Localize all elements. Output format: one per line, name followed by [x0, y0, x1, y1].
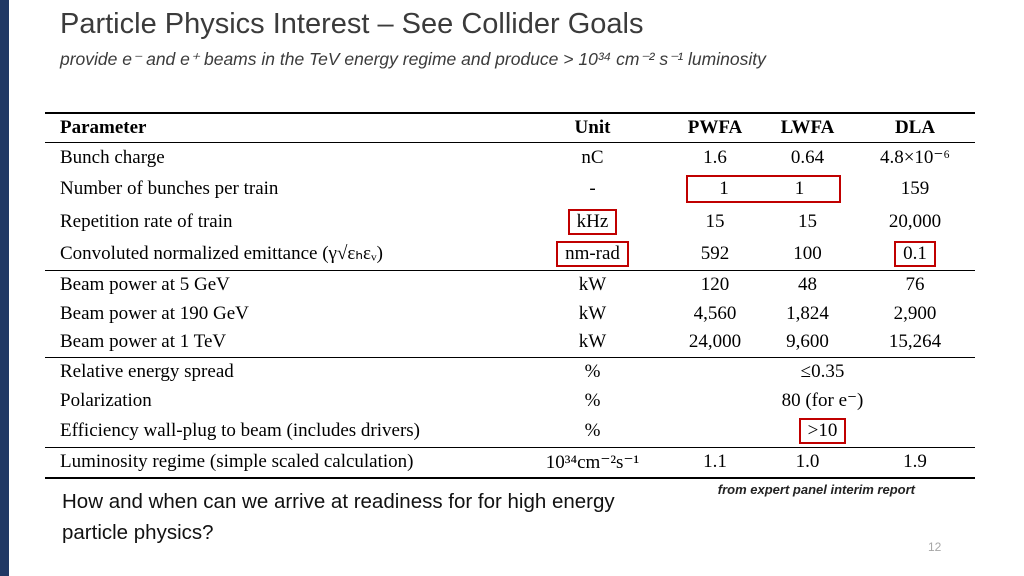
cell-unit: 10³⁴cm⁻²s⁻¹ — [515, 447, 670, 479]
cell-unit: kW — [578, 302, 607, 324]
cell-lwfa: 1 — [760, 172, 855, 206]
page-number: 12 — [928, 540, 942, 554]
table-row: Number of bunches per train - 1 1 159 — [45, 172, 975, 206]
table-row: Relative energy spread % ≤0.35 — [45, 357, 975, 386]
slide-subtitle: provide e⁻ and e⁺ beams in the TeV energ… — [60, 49, 766, 69]
header-pwfa: PWFA — [670, 112, 760, 143]
cell-unit: kW — [515, 328, 670, 358]
slide-title: Particle Physics Interest – See Collider… — [60, 8, 644, 40]
cell-lwfa: 1,824 — [786, 302, 829, 324]
cell-parameter: Relative energy spread — [60, 360, 234, 382]
question-text: How and when can we arrive at readiness … — [62, 490, 615, 544]
cell-unit: kW — [578, 273, 607, 295]
cell-dla: 159 — [900, 177, 930, 199]
cell-span-value: >10 — [670, 415, 975, 448]
cell-pwfa: 1.6 — [703, 146, 727, 168]
cell-pwfa: 4,560 — [693, 302, 737, 324]
cell-dla: 2,900 — [893, 302, 937, 324]
cell-lwfa: 1.0 — [760, 447, 855, 479]
cell-pwfa: 120 — [700, 273, 730, 295]
red-highlight-box-right: 1 — [760, 175, 841, 203]
cell-pwfa: 592 — [670, 237, 760, 271]
cell-dla: 15,264 — [855, 328, 975, 358]
slide-accent-bar — [0, 0, 9, 576]
cell-unit: kHz — [515, 206, 670, 238]
cell-parameter: Efficiency wall-plug to beam (includes d… — [45, 415, 515, 448]
cell-unit: nm-rad — [515, 237, 670, 271]
table-row: Efficiency wall-plug to beam (includes d… — [45, 415, 975, 448]
cell-parameter: Luminosity regime (simple scaled calcula… — [45, 447, 515, 479]
table-row: Convoluted normalized emittance (γ√εₕεᵥ)… — [45, 237, 975, 271]
table-header-row: Parameter Unit PWFA LWFA DLA — [45, 112, 975, 143]
cell-pwfa: 1.1 — [670, 447, 760, 479]
cell-parameter: Beam power at 1 TeV — [45, 328, 515, 358]
cell-parameter: Beam power at 5 GeV — [60, 273, 230, 295]
parameters-table: Parameter Unit PWFA LWFA DLA Bunch charg… — [45, 112, 975, 479]
cell-pwfa: 15 — [705, 210, 725, 232]
red-highlight-box: 0.1 — [894, 240, 936, 267]
red-highlight-box: nm-rad — [556, 240, 629, 267]
table-row: Bunch charge nC 1.6 0.64 4.8×10⁻⁶ — [45, 143, 975, 173]
cell-dla: 0.1 — [855, 237, 975, 271]
red-highlight-box: kHz — [567, 208, 618, 235]
cell-lwfa: 0.64 — [790, 146, 825, 168]
table-row: Repetition rate of train kHz 15 15 20,00… — [45, 206, 975, 238]
header-lwfa: LWFA — [760, 112, 855, 143]
cell-unit: % — [584, 389, 601, 411]
source-note: from expert panel interim report — [717, 482, 915, 497]
table-row: Beam power at 1 TeV kW 24,000 9,600 15,2… — [45, 328, 975, 358]
table-row: Polarization % 80 (for e⁻) — [45, 386, 975, 415]
header-dla: DLA — [855, 112, 975, 143]
table-row: Luminosity regime (simple scaled calcula… — [45, 447, 975, 479]
table-row: Beam power at 190 GeV kW 4,560 1,824 2,9… — [45, 299, 975, 328]
cell-parameter: Convoluted normalized emittance (γ√εₕεᵥ) — [45, 237, 515, 271]
cell-span-value: ≤0.35 — [800, 360, 845, 382]
red-highlight-box-left: 1 — [686, 175, 760, 203]
cell-parameter: Polarization — [60, 389, 152, 411]
cell-dla: 20,000 — [888, 210, 942, 232]
cell-lwfa: 9,600 — [760, 328, 855, 358]
cell-dla: 76 — [905, 273, 925, 295]
cell-parameter: Number of bunches per train — [60, 177, 279, 199]
cell-dla: 1.9 — [855, 447, 975, 479]
cell-unit: nC — [581, 146, 604, 168]
header-parameter: Parameter — [45, 112, 515, 143]
cell-parameter: Repetition rate of train — [60, 210, 233, 232]
cell-pwfa: 24,000 — [670, 328, 760, 358]
cell-unit: % — [584, 360, 601, 382]
red-highlight-box: >10 — [798, 418, 847, 444]
header-unit: Unit — [515, 112, 670, 143]
cell-parameter: Beam power at 190 GeV — [60, 302, 249, 324]
cell-lwfa: 48 — [798, 273, 817, 295]
cell-lwfa: 100 — [760, 237, 855, 271]
cell-unit: - — [589, 177, 596, 199]
cell-span-value: 80 (for e⁻) — [781, 390, 864, 412]
cell-unit: % — [515, 415, 670, 448]
table-row: Beam power at 5 GeV kW 120 48 76 — [45, 270, 975, 299]
cell-lwfa: 15 — [798, 210, 817, 232]
cell-dla: 4.8×10⁻⁶ — [879, 147, 951, 168]
cell-pwfa: 1 — [670, 172, 760, 206]
cell-parameter: Bunch charge — [60, 146, 165, 168]
